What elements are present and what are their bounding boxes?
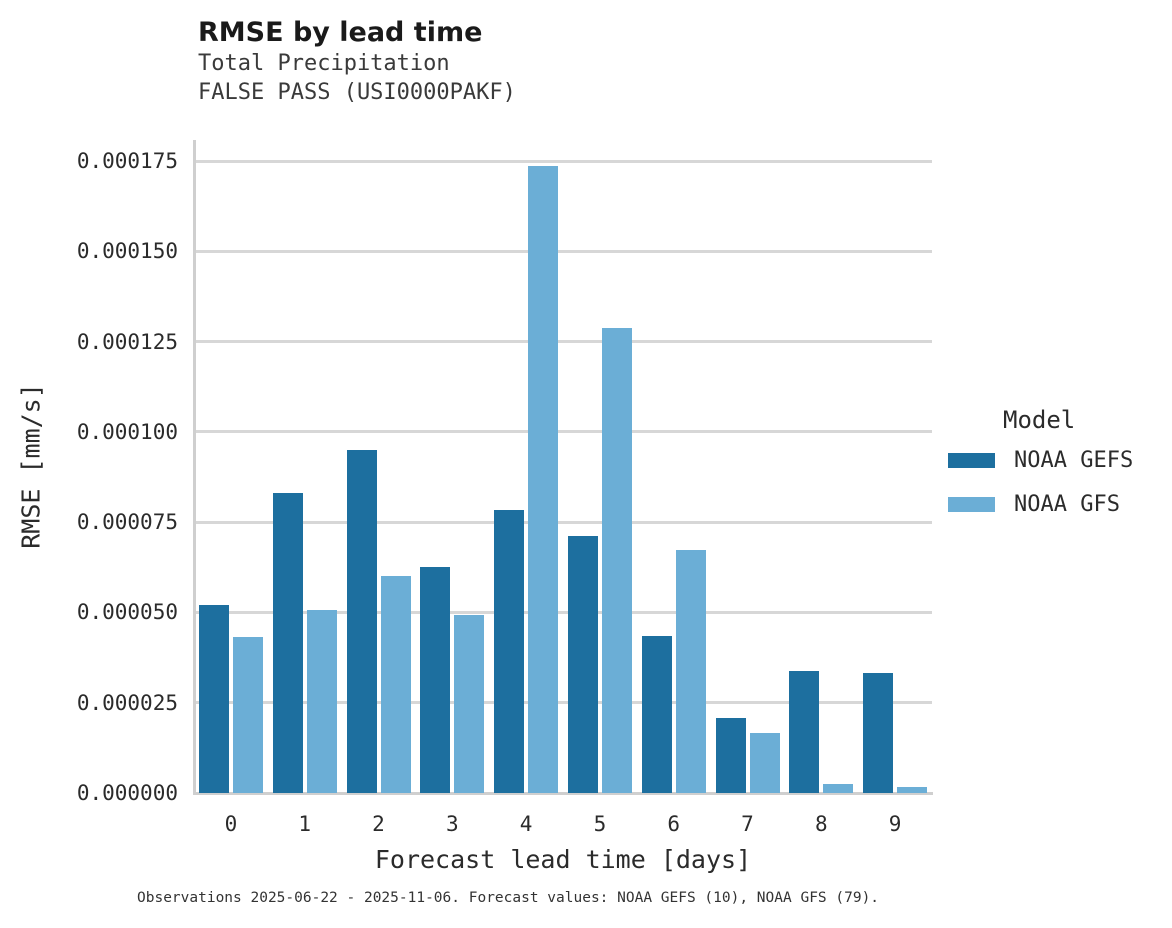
y-gridline <box>194 159 932 163</box>
bar-noaa-gfs-day-4 <box>528 165 559 793</box>
y-tick-label: 0.000100 <box>76 419 178 444</box>
bar-noaa-gefs-day-9 <box>863 672 894 793</box>
y-tick-label: 0.000175 <box>76 149 178 174</box>
x-tick-label: 3 <box>445 812 459 836</box>
x-tick-label: 2 <box>372 812 385 836</box>
legend-entry-noaa-gfs: NOAA GFS <box>945 492 1133 517</box>
bar-noaa-gfs-day-9 <box>897 787 928 793</box>
chart-subtitle-variable: Total Precipitation <box>198 51 450 76</box>
bar-noaa-gfs-day-7 <box>749 732 780 793</box>
bar-noaa-gefs-day-4 <box>494 509 525 793</box>
x-tick-label: 0 <box>224 812 238 836</box>
legend-label: NOAA GEFS <box>1014 448 1134 473</box>
legend-title: Model <box>1003 406 1076 434</box>
y-axis-spine <box>193 140 196 794</box>
bar-noaa-gfs-day-2 <box>380 575 411 793</box>
bar-noaa-gfs-day-0 <box>232 637 263 793</box>
y-gridline <box>194 520 932 524</box>
y-gridline <box>194 430 932 434</box>
x-tick-label: 8 <box>814 812 828 836</box>
legend-entry-noaa-gefs: NOAA GEFS <box>945 448 1133 473</box>
bar-noaa-gefs-day-3 <box>420 567 451 793</box>
bar-noaa-gfs-day-8 <box>823 784 854 793</box>
y-tick-label: 0.000150 <box>76 239 178 264</box>
legend-label: NOAA GFS <box>1014 492 1120 517</box>
legend-swatch <box>948 497 995 512</box>
y-tick-label: 0.000050 <box>76 600 178 625</box>
x-axis-spine <box>193 792 933 795</box>
y-tick-label: 0.000000 <box>76 781 178 805</box>
legend: Model NOAA GEFS NOAA GFS <box>945 406 1133 536</box>
bar-noaa-gefs-day-8 <box>789 670 820 793</box>
y-tick-label: 0.000125 <box>76 329 178 354</box>
x-tick-label: 1 <box>298 812 312 836</box>
y-gridline <box>194 340 932 344</box>
x-tick-label: 6 <box>667 812 681 836</box>
legend-swatch <box>948 453 995 468</box>
footer-caption: Observations 2025-06-22 - 2025-11-06. Fo… <box>137 890 880 906</box>
bar-noaa-gefs-day-1 <box>272 493 303 793</box>
chart-subtitle-station: FALSE PASS (USI0000PAKF) <box>198 80 516 105</box>
x-tick-label: 4 <box>519 812 533 836</box>
bar-noaa-gfs-day-3 <box>454 615 485 793</box>
bar-noaa-gefs-day-0 <box>198 605 229 793</box>
bar-noaa-gefs-day-7 <box>715 718 746 793</box>
bar-noaa-gefs-day-6 <box>641 635 672 793</box>
x-tick-label: 7 <box>741 812 754 836</box>
bar-noaa-gfs-day-6 <box>675 549 706 793</box>
x-tick-label: 9 <box>888 812 902 836</box>
bar-noaa-gfs-day-5 <box>601 327 632 793</box>
bar-noaa-gefs-day-5 <box>567 535 598 793</box>
x-axis-title: Forecast lead time [days] <box>374 845 752 874</box>
y-tick-label: 0.000075 <box>76 510 178 535</box>
y-gridline <box>194 701 932 705</box>
y-gridline <box>194 610 932 614</box>
chart-title: RMSE by lead time <box>198 17 483 48</box>
x-tick-label: 5 <box>593 812 607 836</box>
bar-noaa-gfs-day-1 <box>306 609 337 793</box>
bar-noaa-gefs-day-2 <box>346 449 377 793</box>
y-gridline <box>194 249 932 253</box>
y-tick-label: 0.000025 <box>76 690 178 715</box>
